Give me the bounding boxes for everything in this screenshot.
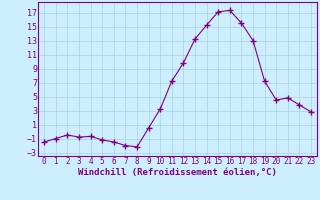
X-axis label: Windchill (Refroidissement éolien,°C): Windchill (Refroidissement éolien,°C) [78, 168, 277, 177]
